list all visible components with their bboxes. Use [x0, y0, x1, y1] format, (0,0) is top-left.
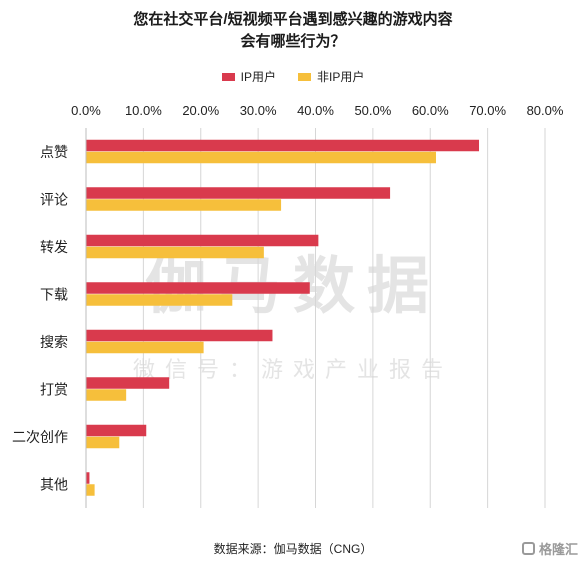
bar-nonip	[86, 484, 95, 496]
chart-title-line1: 您在社交平台/短视频平台遇到感兴趣的游戏内容	[133, 11, 453, 28]
brand-logo-icon	[521, 542, 535, 555]
chart-legend: IP用户 非IP用户	[0, 68, 586, 85]
legend-label-ip: IP用户	[240, 70, 276, 84]
category-label: 搜索	[40, 334, 68, 350]
bar-ip	[86, 139, 480, 152]
category-label: 打赏	[40, 381, 68, 397]
bar-ip	[86, 377, 170, 389]
bar-nonip	[86, 389, 127, 401]
bar-nonip	[86, 436, 120, 449]
legend-label-nonip: 非IP用户	[317, 70, 365, 84]
brand-name: 格隆汇	[538, 542, 578, 557]
bar-nonip	[86, 151, 436, 164]
x-tick-label: 80.0%	[527, 103, 564, 118]
x-tick-label: 10.0%	[125, 103, 162, 118]
bar-nonip	[86, 199, 282, 211]
x-tick-label: 50.0%	[354, 103, 391, 118]
x-tick-label: 30.0%	[240, 103, 277, 118]
bar-ip	[86, 472, 90, 484]
legend-item-nonip: 非IP用户	[298, 68, 364, 85]
x-tick-label: 70.0%	[469, 103, 506, 118]
bar-ip	[86, 424, 147, 437]
bar-nonip	[86, 341, 204, 354]
bar-ip	[86, 282, 310, 294]
x-tick-label: 20.0%	[182, 103, 219, 118]
legend-swatch-nonip	[298, 72, 311, 81]
category-label: 其他	[40, 476, 68, 492]
bar-ip	[86, 329, 273, 342]
x-tick-label: 60.0%	[412, 103, 449, 118]
bar-ip	[86, 234, 319, 247]
data-source-note: 数据来源：伽马数据（CNG）	[213, 542, 373, 556]
x-tick-label: 40.0%	[297, 103, 334, 118]
bar-ip	[86, 187, 391, 199]
category-label: 转发	[40, 239, 68, 255]
x-tick-label: 0.0%	[71, 103, 101, 118]
category-label: 评论	[40, 191, 68, 207]
category-label: 二次创作	[12, 429, 68, 445]
bar-nonip	[86, 294, 233, 306]
chart-title-line2: 会有哪些行为？	[240, 33, 346, 50]
bar-nonip	[86, 246, 264, 259]
category-label: 点赞	[40, 144, 68, 160]
legend-item-ip: IP用户	[221, 68, 276, 85]
brand-mark: 格隆汇	[521, 539, 578, 558]
category-label: 下载	[40, 286, 68, 302]
legend-swatch-ip	[221, 72, 235, 81]
